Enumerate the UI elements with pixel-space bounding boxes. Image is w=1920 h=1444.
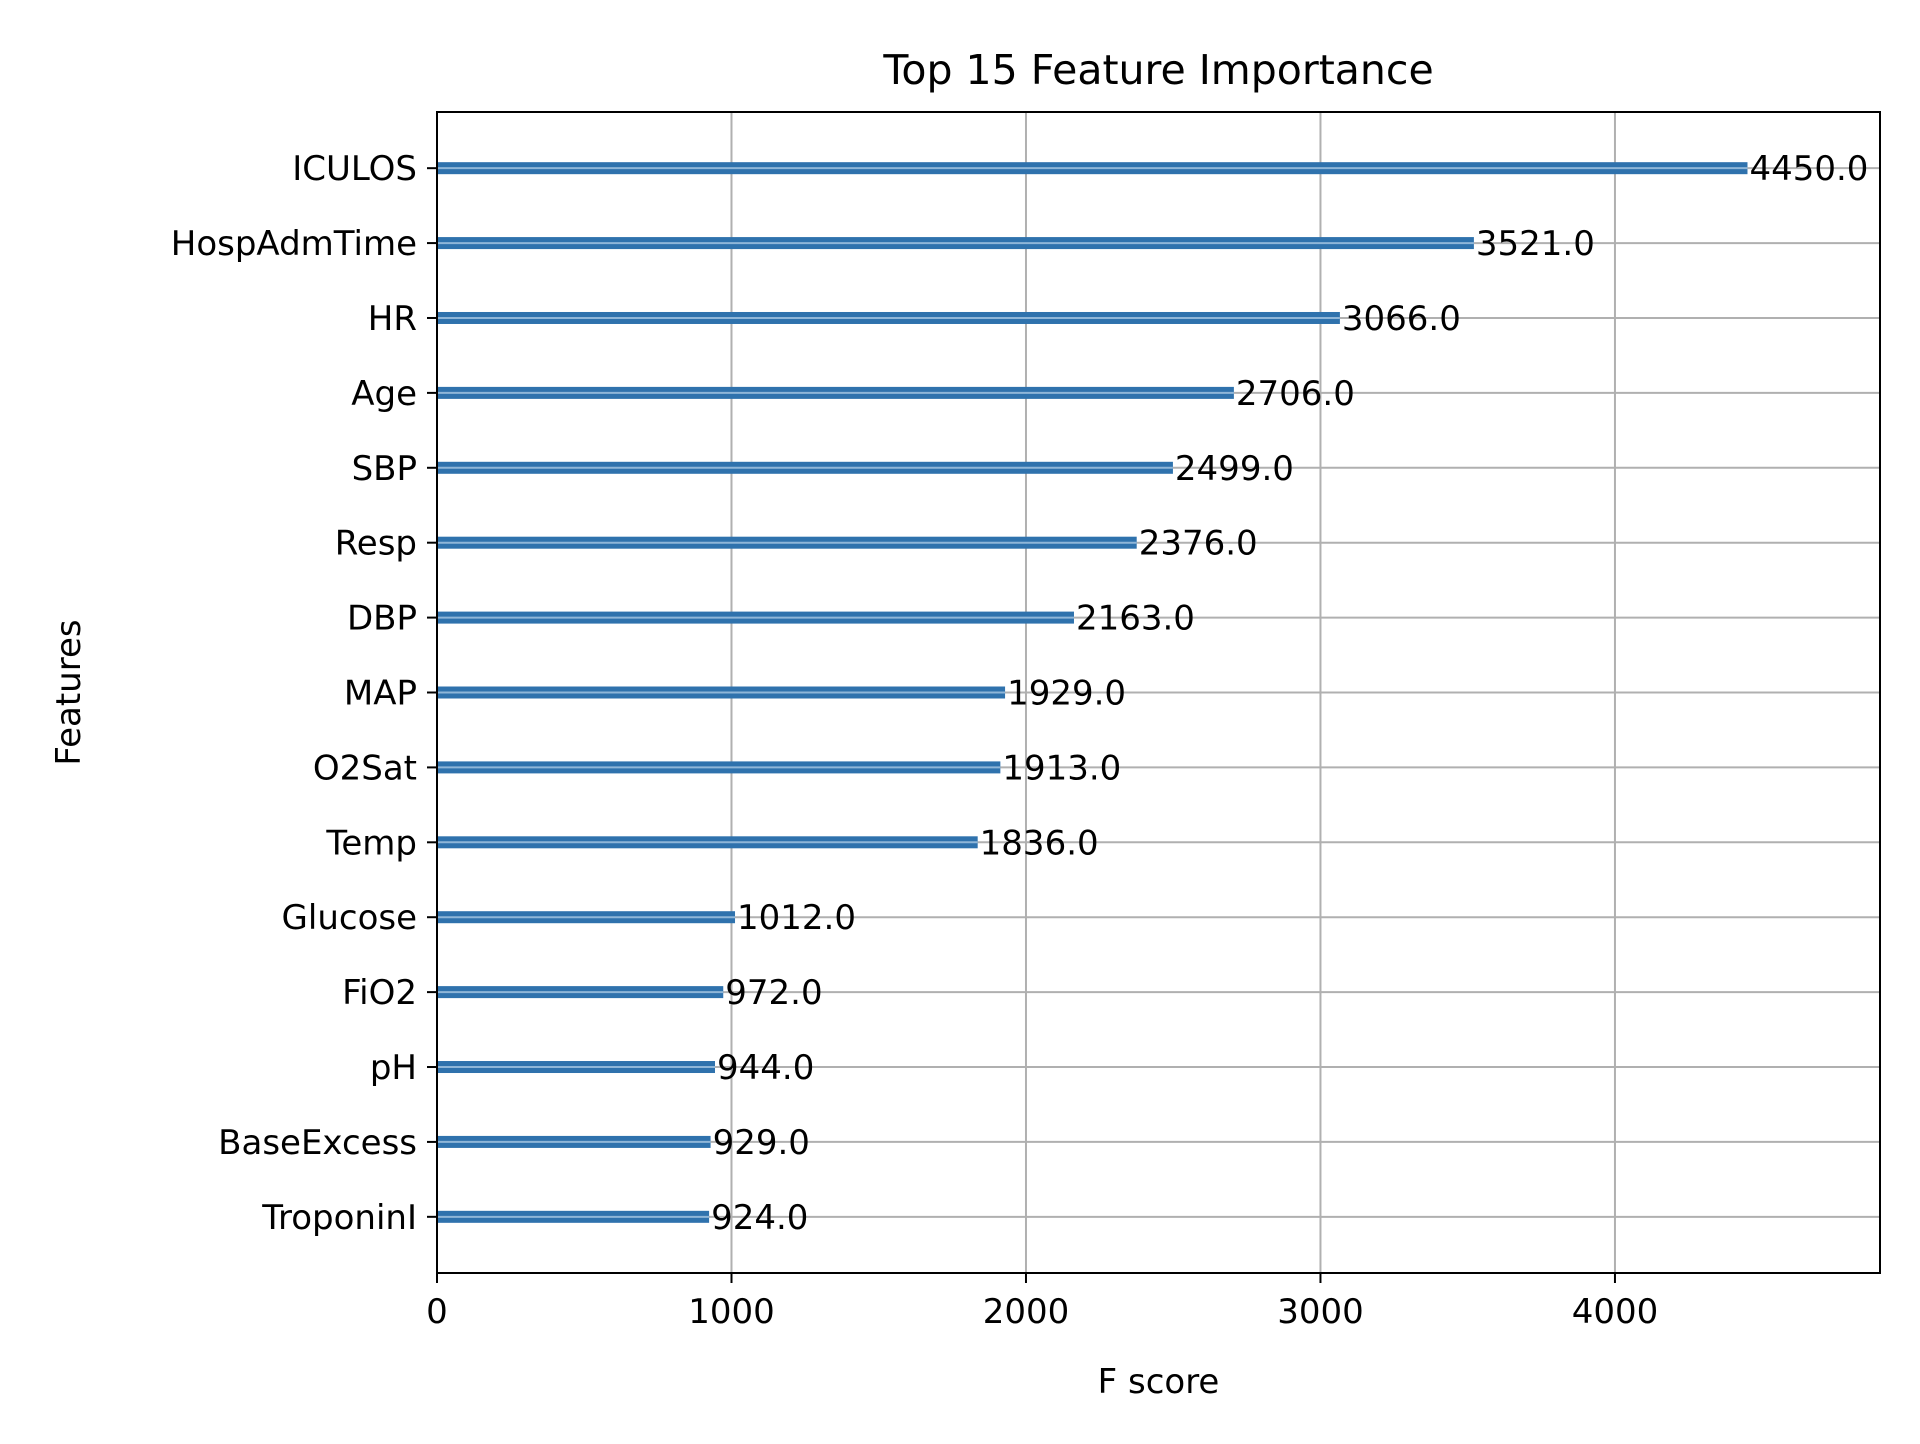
y-tick-label: Resp (335, 524, 417, 564)
y-tick-label: SBP (352, 449, 417, 489)
value-label: 1836.0 (980, 823, 1099, 863)
value-label: 929.0 (713, 1123, 810, 1163)
value-label: 2163.0 (1076, 599, 1195, 639)
y-ticks: TroponinI BaseExcess pH FiO2 Glucose Temp O2Sa… (171, 149, 437, 1238)
bars-layer (437, 162, 1748, 1223)
value-label: 2706.0 (1236, 374, 1355, 414)
y-tick-label: O2Sat (313, 748, 417, 788)
x-axis-label: F score (1098, 1362, 1220, 1402)
y-tick-label: HR (368, 299, 417, 339)
value-label: 924.0 (711, 1198, 808, 1238)
x-tick-label: 0 (426, 1292, 448, 1332)
y-tick-label: Age (351, 374, 417, 414)
y-tick-label: MAP (344, 674, 417, 714)
y-tick-label: FiO2 (342, 973, 417, 1013)
x-tick-label: 4000 (1572, 1292, 1659, 1332)
y-tick-label: DBP (347, 599, 417, 639)
value-labels: 924.0 929.0 944.0 972.0 1012.0 1836.0 1913.0 19… (711, 149, 1868, 1238)
y-axis-label: Features (49, 619, 89, 765)
value-label: 972.0 (725, 973, 822, 1013)
value-label: 2499.0 (1175, 449, 1294, 489)
value-label: 1913.0 (1002, 748, 1121, 788)
y-tick-label: Glucose (282, 898, 417, 938)
value-label: 2376.0 (1139, 524, 1258, 564)
value-label: 4450.0 (1749, 149, 1868, 189)
value-label: 3066.0 (1342, 299, 1461, 339)
y-tick-label: ICULOS (292, 149, 417, 189)
y-tick-label: TroponinI (261, 1198, 417, 1238)
y-tick-label: pH (370, 1048, 417, 1088)
value-label: 1929.0 (1007, 674, 1126, 714)
x-tick-label: 3000 (1277, 1292, 1364, 1332)
chart-title: Top 15 Feature Importance (882, 46, 1433, 94)
x-ticks: 0 1000 2000 3000 4000 (426, 1273, 1658, 1332)
y-tick-label: BaseExcess (218, 1123, 417, 1163)
value-label: 1012.0 (737, 898, 856, 938)
value-label: 944.0 (717, 1048, 814, 1088)
y-tick-label: Temp (325, 823, 417, 863)
x-tick-label: 1000 (688, 1292, 775, 1332)
y-tick-label: HospAdmTime (171, 224, 417, 264)
value-label: 3521.0 (1476, 224, 1595, 264)
x-tick-label: 2000 (983, 1292, 1070, 1332)
